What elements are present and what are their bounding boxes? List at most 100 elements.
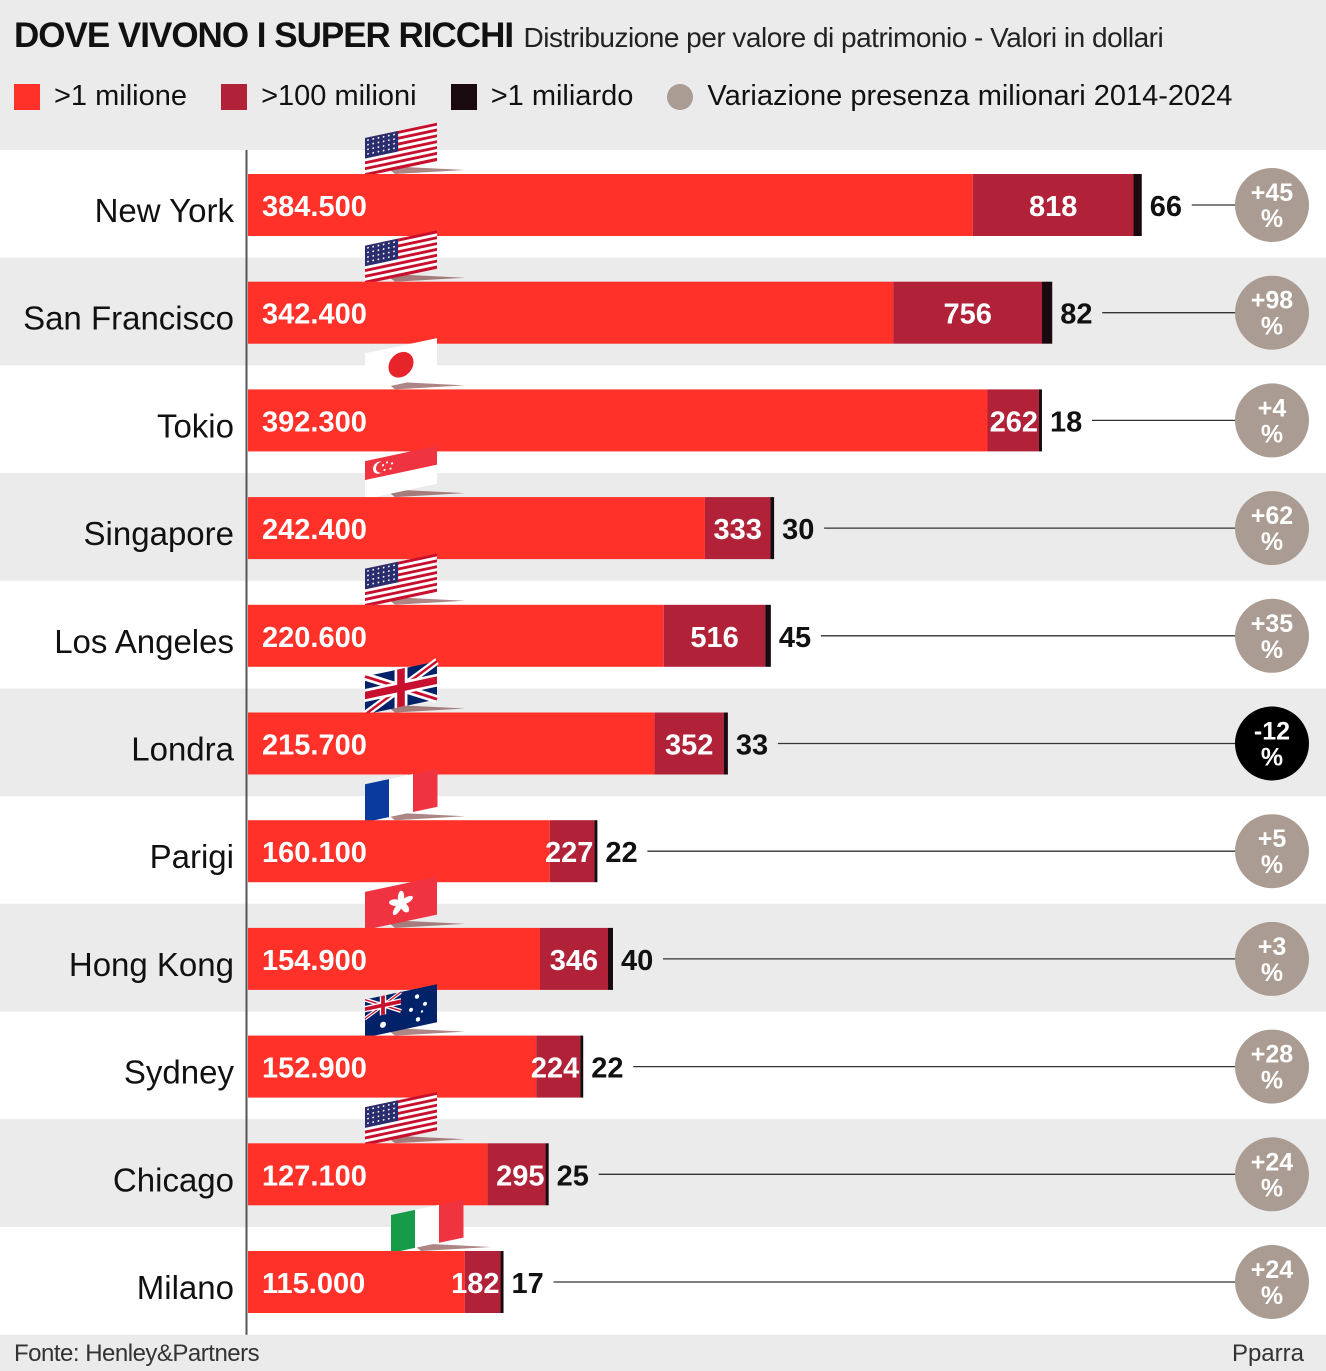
value-label-millionaires: 392.300 <box>262 406 367 438</box>
legend-swatch-billionaires <box>450 83 477 110</box>
chart-row: New York 384.500 818 66 +45% <box>0 122 1326 258</box>
value-label-millionaires: 215.700 <box>262 730 367 762</box>
value-label-centimillionaires: 227 <box>545 837 593 869</box>
bar-centimillionaires <box>893 281 1042 344</box>
australia-flag-icon <box>364 984 437 1038</box>
chart-title: DOVE VIVONO I SUPER RICCHI <box>14 16 514 55</box>
chart-row: Singapore 242.400 333 30 +62% <box>0 445 1326 581</box>
bar-centimillionaires <box>987 389 1039 452</box>
change-badge-unit: % <box>1261 420 1283 448</box>
legend-item-centimillionaires: >100 milioni <box>221 80 417 113</box>
change-badge-value: +5 <box>1258 825 1287 853</box>
source-note: Fonte: Henley&Partners <box>14 1340 260 1367</box>
change-badge-unit: % <box>1261 313 1283 341</box>
value-label-centimillionaires: 295 <box>496 1160 544 1192</box>
flag-shadow <box>385 596 465 605</box>
change-badge <box>1235 275 1309 350</box>
usa-flag-icon <box>365 230 437 284</box>
row-background <box>0 1011 1326 1120</box>
category-label: Tokio <box>157 407 234 444</box>
value-label-millionaires: 127.100 <box>262 1160 367 1192</box>
bar-millionaires <box>248 927 540 990</box>
category-label: Londra <box>131 731 234 768</box>
legend: >1 milione >100 milioni >1 miliardo Vari… <box>14 80 1232 118</box>
bar-centimillionaires <box>549 820 595 883</box>
change-badge-unit: % <box>1261 636 1283 664</box>
legend-item-billionaires: >1 miliardo <box>450 80 633 113</box>
flag-shadow <box>385 1135 465 1144</box>
value-label-centimillionaires: 224 <box>531 1053 579 1085</box>
bar-billionaires <box>1041 281 1053 344</box>
bar-centimillionaires <box>663 604 766 667</box>
value-label-centimillionaires: 262 <box>990 406 1038 438</box>
change-badge-value: +45 <box>1251 179 1294 207</box>
category-label: Parigi <box>150 838 234 875</box>
flag-shadow <box>385 919 465 928</box>
bar-billionaires <box>545 1143 549 1206</box>
change-badge <box>1235 383 1309 458</box>
chart-row: Hong Kong 154.900 346 40 +3% <box>0 876 1326 1012</box>
chart-rows: New York 384.500 818 66 +45% San Francisco 342… <box>0 122 1326 1335</box>
legend-dot-change <box>667 83 694 110</box>
change-badge-unit: % <box>1261 1067 1283 1095</box>
change-badge <box>1235 706 1309 781</box>
change-badge-unit: % <box>1261 1282 1283 1310</box>
value-label-billionaires: 45 <box>779 622 811 654</box>
hong-kong-flag-icon <box>365 876 437 930</box>
category-label: Chicago <box>113 1161 234 1198</box>
change-badge <box>1235 814 1309 889</box>
change-badge-value: +35 <box>1251 610 1294 638</box>
value-label-millionaires: 342.400 <box>262 299 367 331</box>
usa-flag-icon <box>365 122 437 177</box>
italy-flag-icon <box>391 1199 464 1253</box>
change-badge <box>1235 168 1309 242</box>
bar-centimillionaires <box>539 927 608 990</box>
value-label-billionaires: 33 <box>736 730 768 762</box>
change-badge-value: +3 <box>1258 933 1287 961</box>
bar-centimillionaires <box>487 1143 546 1206</box>
japan-flag-icon <box>365 338 437 392</box>
bar-centimillionaires <box>654 712 724 775</box>
change-badge-value: +4 <box>1258 394 1287 422</box>
category-label: New York <box>95 192 235 229</box>
legend-label-centimillionaires: >100 milioni <box>261 80 417 112</box>
change-badge <box>1235 1245 1309 1319</box>
flag-shadow <box>385 1027 465 1036</box>
bar-billionaires <box>770 497 775 560</box>
value-label-centimillionaires: 182 <box>451 1268 499 1300</box>
credit-note: Pparra <box>1231 1340 1304 1367</box>
category-label: Hong Kong <box>69 946 234 983</box>
bar-millionaires <box>248 1251 465 1313</box>
flag-shadow <box>385 273 465 282</box>
flag-shadow <box>385 704 465 713</box>
value-label-centimillionaires: 346 <box>550 945 598 977</box>
value-label-billionaires: 22 <box>605 837 637 869</box>
row-background <box>0 903 1326 1012</box>
bar-billionaires <box>607 927 613 990</box>
change-badge-value: +24 <box>1251 1148 1294 1176</box>
flag-shadow <box>385 381 465 390</box>
value-label-billionaires: 82 <box>1060 299 1092 331</box>
flag-shadow <box>385 166 465 174</box>
change-badge-unit: % <box>1261 959 1283 987</box>
bar-billionaires <box>723 712 728 775</box>
bar-billionaires <box>765 604 771 667</box>
change-badge-unit: % <box>1261 744 1283 772</box>
bar-billionaires <box>1038 389 1042 452</box>
bar-billionaires <box>580 1035 584 1098</box>
change-badge-value: +98 <box>1251 287 1294 315</box>
bar-centimillionaires <box>972 174 1134 236</box>
change-badge-unit: % <box>1261 1174 1283 1202</box>
value-label-billionaires: 22 <box>591 1053 623 1085</box>
value-label-millionaires: 160.100 <box>262 837 367 869</box>
bar-millionaires <box>248 604 664 667</box>
change-badge-unit: % <box>1261 851 1283 879</box>
change-badge <box>1235 921 1309 996</box>
change-badge-value: +28 <box>1251 1041 1294 1069</box>
value-label-centimillionaires: 516 <box>690 622 738 654</box>
change-badge <box>1235 491 1309 566</box>
chart-row: Parigi 160.100 227 22 +5% <box>0 768 1326 904</box>
value-label-millionaires: 154.900 <box>262 945 367 977</box>
chart-row: Tokio 392.300 262 18 +4% <box>0 338 1326 474</box>
bar-millionaires <box>248 281 894 344</box>
